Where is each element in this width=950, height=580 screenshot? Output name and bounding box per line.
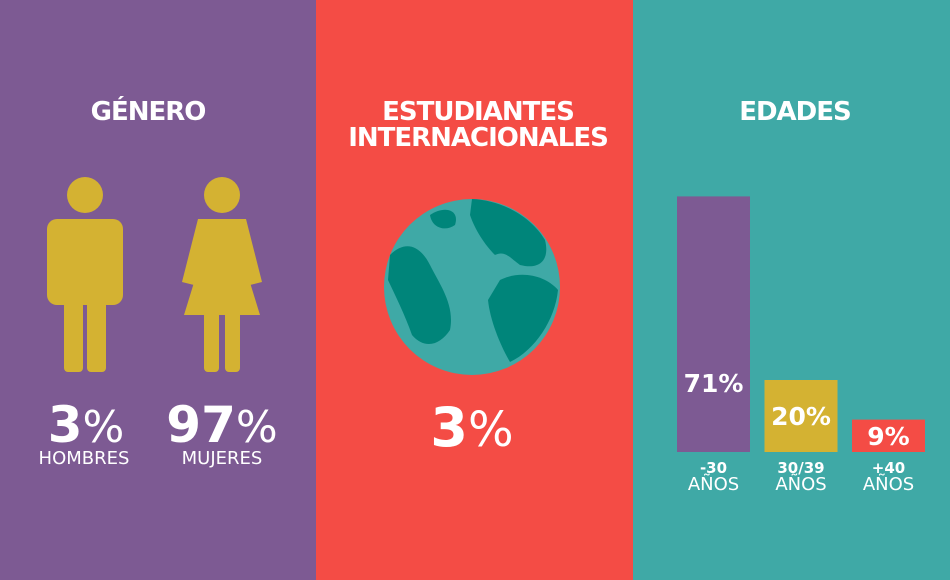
bar xyxy=(764,380,838,452)
bar-value-label: 9% xyxy=(867,422,909,451)
international-percent: 3% xyxy=(430,396,513,459)
international-value: 3 xyxy=(430,396,468,459)
man-icon xyxy=(47,177,123,372)
woman-icon xyxy=(182,177,262,372)
bar xyxy=(852,419,925,452)
women-unit: % xyxy=(236,402,278,453)
category-unit: AÑOS xyxy=(688,473,739,495)
women-percent: 97% xyxy=(166,396,277,454)
category-unit: AÑOS xyxy=(775,473,826,495)
men-unit: % xyxy=(82,402,124,453)
bar xyxy=(677,196,750,452)
category-range: -30 xyxy=(700,459,727,477)
category-unit: AÑOS xyxy=(863,473,914,495)
globe-icon xyxy=(384,199,560,375)
bar-value-label: 71% xyxy=(684,369,744,398)
international-unit: % xyxy=(468,402,514,458)
international-title-line: INTERNACIONALES xyxy=(348,123,608,153)
category-range: +40 xyxy=(872,459,905,477)
ages-title: EDADES xyxy=(739,97,851,127)
men-value: 3 xyxy=(48,396,83,454)
women-value: 97 xyxy=(166,396,236,454)
gender-title: GÉNERO xyxy=(91,95,206,127)
women-label: MUJERES xyxy=(182,448,263,469)
men-label: HOMBRES xyxy=(39,448,130,469)
international-title-line: ESTUDIANTES xyxy=(382,97,574,127)
bar-value-label: 20% xyxy=(771,402,831,431)
category-range: 30/39 xyxy=(777,459,824,477)
men-percent: 3% xyxy=(48,396,125,454)
